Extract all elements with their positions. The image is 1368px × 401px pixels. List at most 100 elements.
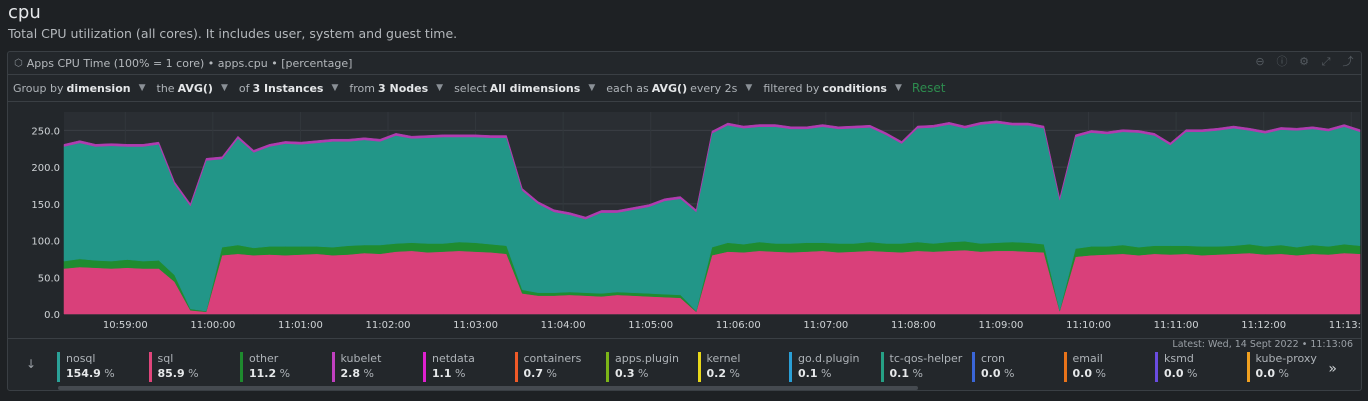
legend-item-name: cron <box>981 352 1006 365</box>
legend-value-number: 1.1 <box>432 367 452 380</box>
chart-controls: Group by dimension ▼ the AVG() ▼ of 3 Instanc… <box>8 75 1361 102</box>
y-tick-label: 200.0 <box>31 163 60 174</box>
dimensions-dropdown[interactable]: select All dimensions ▼ <box>454 82 595 95</box>
legend-value-number: 0.0 <box>981 367 1001 380</box>
tag-icon: ⬡ <box>14 57 23 69</box>
legend-item-kubelet[interactable]: kubelet 2.8 % <box>331 352 382 382</box>
legend-value-number: 0.7 <box>523 367 544 380</box>
legend-item-name: tc-qos-helper <box>889 352 963 365</box>
every-label: every 2s <box>690 81 738 95</box>
legend-item-value: 154.9 % <box>66 367 115 380</box>
chart-header: ⬡ Apps CPU Time (100% = 1 core) • apps.c… <box>8 52 1361 75</box>
aggregation-dropdown[interactable]: the AVG() ▼ <box>157 82 228 95</box>
legend-item-tc-qos-helper[interactable]: tc-qos-helper 0.1 % <box>880 352 963 382</box>
legend-item-value: 0.0 % <box>981 367 1014 380</box>
x-tick-label: 11:03:00 <box>453 320 498 331</box>
legend-more-button[interactable]: » <box>1328 361 1337 377</box>
legend-value-number: 85.9 <box>157 367 185 380</box>
series-area-kubelet <box>63 120 1361 220</box>
legend-item-value: 0.2 % <box>707 367 741 380</box>
legend-value-unit: % <box>726 367 740 380</box>
x-tick-label: 10:59:00 <box>103 320 148 331</box>
page-title: cpu <box>8 2 41 23</box>
legend-item-kube-proxy[interactable]: kube-proxy 0.0 % <box>1246 352 1317 382</box>
instances-dropdown[interactable]: of 3 Instances ▼ <box>239 82 339 95</box>
y-tick-label: 250.0 <box>31 126 60 137</box>
zoom-icon[interactable]: ⊖ <box>1255 55 1265 68</box>
legend-item-name: netdata <box>432 352 475 365</box>
chevron-down-icon: ▼ <box>220 83 228 93</box>
legend-item-email[interactable]: email 0.0 % <box>1063 352 1106 382</box>
cpu-area-chart[interactable]: 250.0 200.0 150.0 100.0 50.0 0.0 10:59:00 11:00… <box>8 102 1361 338</box>
legend-item-value: 2.8 % <box>341 367 382 380</box>
x-tick-label: 11:04:00 <box>541 320 586 331</box>
legend-value-number: 0.1 <box>889 367 910 380</box>
legend-item-sql[interactable]: sql 85.9 % <box>148 352 199 382</box>
nodes-dropdown[interactable]: from 3 Nodes ▼ <box>349 82 443 95</box>
legend-item-name: containers <box>523 352 582 365</box>
legend-item-apps.plugin[interactable]: apps.plugin 0.3 % <box>606 352 679 382</box>
x-tick-label: 11:13:00 <box>1329 320 1361 331</box>
legend-value-unit: % <box>1092 367 1106 380</box>
x-tick-label: 11:08:00 <box>891 320 936 331</box>
chart-panel: ⬡ Apps CPU Time (100% = 1 core) • apps.c… <box>7 51 1362 391</box>
legend-item-netdata[interactable]: netdata 1.1 % <box>423 352 475 382</box>
chevron-down-icon: ▼ <box>138 83 146 93</box>
agg-prefix: the <box>156 81 175 95</box>
agg-value: AVG() <box>177 81 213 95</box>
group-by-dropdown[interactable]: Group by dimension ▼ <box>13 82 146 95</box>
legend-value-unit: % <box>1275 367 1289 380</box>
nodes-value: 3 Nodes <box>378 81 429 95</box>
legend-item-other[interactable]: other 11.2 % <box>240 352 290 382</box>
legend-item-name: nosql <box>66 352 96 365</box>
legend-value-unit: % <box>1183 367 1198 380</box>
legend-value-unit: % <box>100 367 115 380</box>
legend-item-value: 1.1 % <box>432 367 475 380</box>
filter-dropdown[interactable]: filtered by conditions ▼ <box>763 82 902 95</box>
reset-button[interactable]: Reset <box>911 81 946 95</box>
legend-item-name: sql <box>157 352 174 365</box>
legend-value-unit: % <box>817 367 832 380</box>
legend-item-name: kube-proxy <box>1255 352 1317 365</box>
y-tick-label: 0.0 <box>44 310 60 321</box>
legend-item-value: 0.0 % <box>1164 367 1197 380</box>
x-tick-label: 11:12:00 <box>1241 320 1286 331</box>
chevron-down-icon: ▼ <box>745 83 753 93</box>
legend-item-go.d.plugin[interactable]: go.d.plugin 0.1 % <box>789 352 860 382</box>
share-icon[interactable]: ⤴ <box>1342 55 1354 68</box>
legend-item-kernel[interactable]: kernel 0.2 % <box>697 352 741 382</box>
legend-value-unit: % <box>1000 367 1015 380</box>
legend-value-number: 0.3 <box>615 367 635 380</box>
x-tick-label: 11:01:00 <box>278 320 323 331</box>
legend-value-number: 0.2 <box>706 367 727 380</box>
arrow-down-icon[interactable]: ↓ <box>26 357 37 371</box>
legend-item-name: other <box>249 352 279 365</box>
y-tick-label: 50.0 <box>38 273 60 284</box>
chevron-down-icon: ▼ <box>588 83 596 93</box>
legend-item-value: 0.1 % <box>798 367 860 380</box>
chart-name: ⬡ Apps CPU Time (100% = 1 core) • apps.c… <box>14 57 352 70</box>
legend-scrollbar[interactable] <box>58 386 918 390</box>
x-tick-label: 11:09:00 <box>979 320 1024 331</box>
legend-value-number: 11.2 <box>249 367 277 380</box>
legend-value-number: 154.9 <box>66 367 101 380</box>
legend-value-unit: % <box>360 367 374 380</box>
x-tick-label: 11:07:00 <box>803 320 848 331</box>
x-tick-label: 11:00:00 <box>190 320 235 331</box>
info-icon[interactable]: ⓘ <box>1276 55 1288 68</box>
legend-item-nosql[interactable]: nosql 154.9 % <box>57 352 115 382</box>
legend-item-ksmd[interactable]: ksmd 0.0 % <box>1155 352 1197 382</box>
legend-item-name: kernel <box>706 352 741 365</box>
settings-icon[interactable]: ⚙ <box>1299 55 1309 68</box>
legend-item-cron[interactable]: cron 0.0 % <box>972 352 1014 382</box>
y-tick-label: 100.0 <box>31 237 60 248</box>
page-subtitle: Total CPU utilization (all cores). It in… <box>8 26 458 41</box>
fullscreen-icon[interactable]: ⤢ <box>1321 55 1331 68</box>
legend-item-name: apps.plugin <box>615 352 679 365</box>
time-aggregation-dropdown[interactable]: each as AVG() every 2s ▼ <box>606 82 752 95</box>
legend-item-containers[interactable]: containers 0.7 % <box>514 352 582 382</box>
legend: Latest: Wed, 14 Sept 2022 • 11:13:06 ↓ n… <box>8 338 1361 391</box>
legend-value-unit: % <box>276 367 291 380</box>
x-tick-label: 11:02:00 <box>366 320 411 331</box>
legend-value-number: 2.8 <box>340 367 361 380</box>
